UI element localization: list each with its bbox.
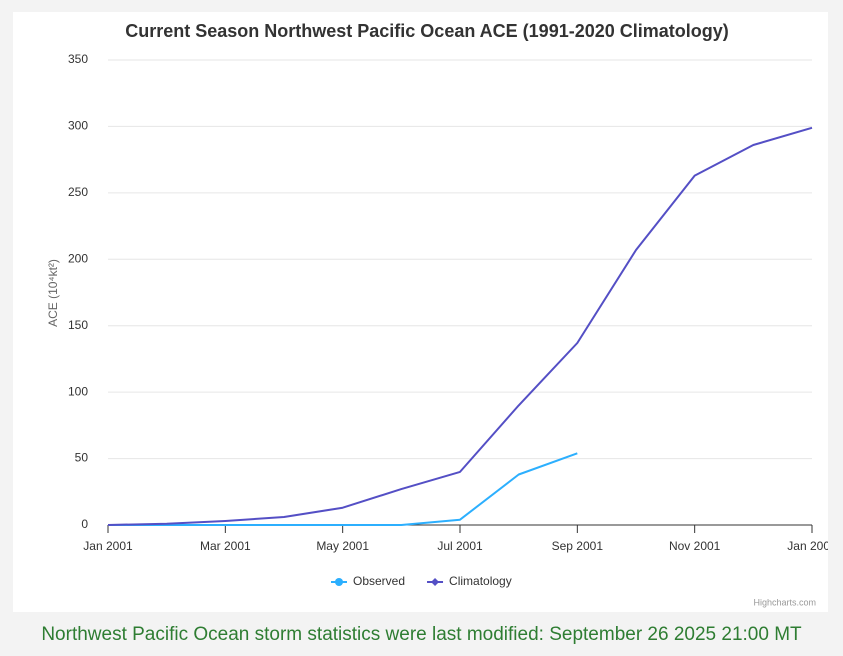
legend-label: Climatology	[449, 574, 512, 588]
x-tick-label: Jul 2001	[437, 539, 483, 553]
legend-label: Observed	[353, 574, 405, 588]
x-tick-label: May 2001	[316, 539, 369, 553]
legend-marker	[431, 578, 440, 586]
y-tick-label: 250	[68, 185, 88, 199]
y-tick-label: 200	[68, 251, 88, 265]
y-tick-label: 350	[68, 52, 88, 66]
chart: Current Season Northwest Pacific Ocean A…	[46, 21, 837, 608]
series-line	[107, 126, 813, 526]
footer-note: Northwest Pacific Ocean storm statistics…	[41, 624, 802, 645]
y-tick-label: 300	[68, 119, 88, 133]
y-tick-label: 0	[81, 517, 88, 531]
x-tick-label: Sep 2001	[552, 539, 604, 553]
y-tick-label: 100	[68, 384, 88, 398]
x-tick-label: Mar 2001	[200, 539, 251, 553]
y-tick-label: 150	[68, 318, 88, 332]
x-tick-label: Nov 2001	[669, 539, 721, 553]
series-line	[108, 452, 578, 526]
x-tick-label: Jan 2001	[83, 539, 133, 553]
y-tick-label: 50	[75, 451, 89, 465]
legend-marker	[335, 578, 343, 586]
chart-title: Current Season Northwest Pacific Ocean A…	[125, 21, 729, 41]
y-axis-title: ACE (10⁴kt²)	[46, 259, 60, 327]
chart-card: Current Season Northwest Pacific Ocean A…	[13, 12, 837, 612]
credit: Highcharts.com	[753, 597, 816, 607]
